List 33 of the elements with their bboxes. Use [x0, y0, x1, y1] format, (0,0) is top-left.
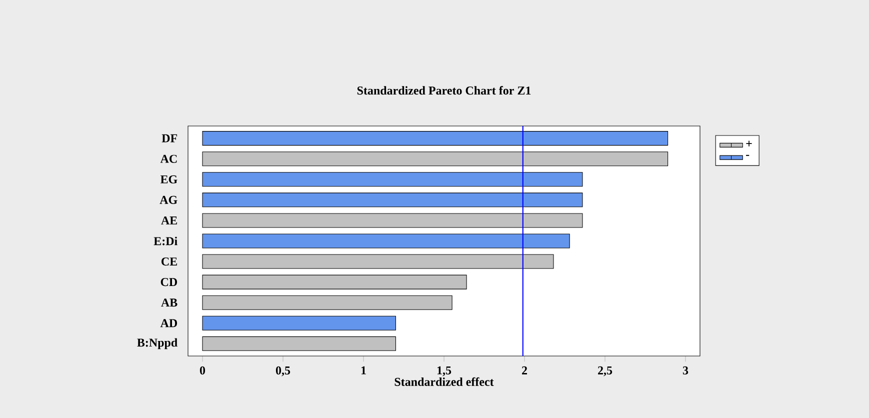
bar — [202, 295, 452, 310]
bar — [202, 192, 583, 208]
legend-label: - — [746, 154, 750, 156]
x-tick-label: 3 — [682, 366, 688, 374]
y-tick-label: AG — [160, 196, 178, 204]
x-tick-label: 2 — [522, 366, 527, 374]
y-tick-label: AE — [161, 216, 177, 224]
bar — [202, 336, 396, 351]
y-tick-label: CE — [162, 257, 177, 266]
bar — [202, 234, 570, 248]
y-tick-label: EG — [160, 175, 178, 184]
y-tick-label: B:Nppd — [137, 338, 178, 350]
bar — [202, 316, 396, 330]
bar — [202, 254, 554, 269]
x-tick-label: 2,5 — [598, 366, 612, 376]
y-tick-label: E:Di — [154, 236, 178, 246]
x-tick-label: 1 — [361, 366, 366, 374]
x-tick-label: 1,5 — [437, 366, 452, 376]
bar — [202, 152, 668, 166]
chart-title: Standardized Pareto Chart for Z1 — [357, 86, 531, 95]
y-tick-label: DF — [162, 134, 178, 142]
y-tick-label: CD — [160, 278, 178, 286]
y-tick-label: AC — [160, 154, 177, 163]
x-tick-label: 0,5 — [276, 366, 290, 376]
bar — [202, 131, 668, 146]
y-tick-label: AD — [160, 319, 178, 328]
y-tick-label: AB — [161, 298, 178, 307]
legend-label: + — [746, 140, 752, 146]
x-axis-title: Standardized effect — [394, 377, 494, 386]
bar — [202, 274, 467, 290]
x-tick-label: 0 — [200, 366, 206, 374]
bar — [202, 213, 583, 228]
bar — [202, 172, 583, 187]
